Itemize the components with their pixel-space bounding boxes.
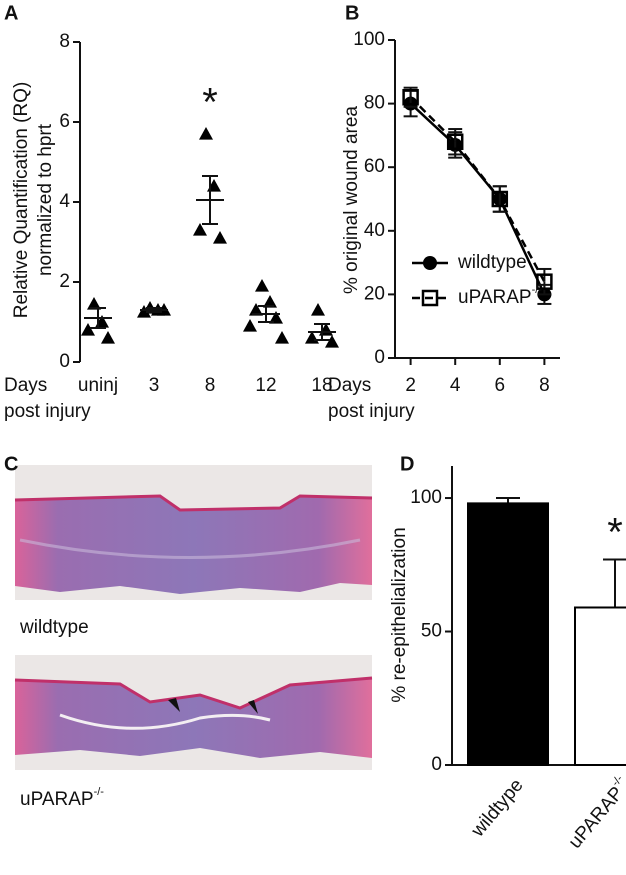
y-axis-label: % re-epithelialization bbox=[389, 527, 410, 702]
data-point bbox=[213, 231, 227, 244]
panel-label: C bbox=[4, 453, 18, 475]
data-point bbox=[269, 311, 283, 324]
x-tick-label: 18 bbox=[311, 375, 332, 396]
legend-label-main: uPARAP bbox=[458, 287, 532, 308]
image-caption-main: wildtype bbox=[19, 617, 89, 638]
x-axis-label: post injury bbox=[328, 401, 415, 422]
legend-label-main: wildtype bbox=[457, 252, 527, 273]
x-axis-label: post injury bbox=[4, 401, 91, 422]
marker bbox=[423, 256, 437, 270]
x-tick-label: uPARAP-/- bbox=[562, 773, 626, 853]
annotation: * bbox=[202, 81, 218, 125]
x-tick-label-main: wildtype bbox=[467, 775, 528, 842]
data-point bbox=[249, 303, 263, 316]
marker bbox=[421, 289, 439, 307]
x-tick-label: 12 bbox=[255, 375, 276, 396]
y-tick-label: 2 bbox=[59, 271, 70, 292]
image-caption-main: uPARAP bbox=[20, 789, 94, 810]
annotation: * bbox=[607, 511, 623, 555]
y-tick-label: 4 bbox=[59, 191, 70, 212]
x-tick-label: 3 bbox=[149, 375, 160, 396]
y-tick-label: 0 bbox=[431, 754, 442, 775]
x-tick-label: 2 bbox=[405, 375, 416, 396]
panel-label: D bbox=[400, 453, 414, 475]
x-tick-label-main: uPARAP bbox=[565, 783, 626, 853]
data-point bbox=[101, 331, 115, 344]
marker bbox=[491, 190, 509, 208]
data-point bbox=[263, 295, 277, 308]
y-tick-label: 8 bbox=[59, 31, 70, 52]
x-tick-label: wildtype bbox=[467, 775, 528, 842]
y-axis-label: normalized to hprt bbox=[35, 123, 56, 276]
data-point bbox=[81, 323, 95, 336]
legend-label-superscript: -/- bbox=[532, 284, 543, 296]
data-point bbox=[255, 279, 269, 292]
data-point bbox=[243, 319, 257, 332]
image-caption: uPARAP-/- bbox=[20, 786, 104, 810]
y-tick-label: 100 bbox=[353, 29, 385, 50]
data-point bbox=[137, 305, 151, 318]
legend-label: wildtype bbox=[457, 252, 527, 273]
x-tick-label: 6 bbox=[495, 375, 506, 396]
data-point bbox=[199, 127, 213, 140]
data-point bbox=[325, 335, 339, 348]
y-tick-label: 0 bbox=[374, 347, 385, 368]
x-axis-label: Days bbox=[4, 375, 47, 396]
y-tick-label: 100 bbox=[410, 487, 442, 508]
x-axis-label: Days bbox=[328, 375, 371, 396]
series-line bbox=[409, 96, 546, 283]
bar bbox=[467, 502, 549, 766]
data-point bbox=[87, 297, 101, 310]
y-axis-label: Relative Quantification (RQ) bbox=[11, 82, 32, 319]
image-caption: wildtype bbox=[19, 617, 89, 638]
x-tick-label: 4 bbox=[450, 375, 461, 396]
marker bbox=[446, 133, 464, 151]
data-point bbox=[193, 223, 207, 236]
y-tick-label: 0 bbox=[59, 351, 70, 372]
y-tick-label: 80 bbox=[364, 93, 385, 114]
panel-label: B bbox=[345, 2, 359, 24]
marker bbox=[536, 273, 553, 290]
y-axis-label: % original wound area bbox=[341, 106, 362, 294]
marker bbox=[402, 88, 419, 106]
y-tick-label: 6 bbox=[59, 111, 70, 132]
micrograph-wildtype bbox=[14, 465, 373, 600]
image-caption-superscript: -/- bbox=[94, 786, 105, 798]
y-tick-label: 60 bbox=[364, 156, 385, 177]
y-tick-label: 50 bbox=[421, 621, 442, 642]
data-point bbox=[311, 303, 325, 316]
y-tick-label: 20 bbox=[364, 283, 385, 304]
x-tick-label: 8 bbox=[539, 375, 550, 396]
legend-label: uPARAP-/- bbox=[458, 284, 542, 308]
data-point bbox=[275, 331, 289, 344]
y-tick-label: 40 bbox=[364, 220, 385, 241]
x-tick-label: uninj bbox=[78, 375, 118, 396]
series-line bbox=[409, 102, 546, 295]
bar bbox=[574, 606, 626, 767]
micrograph-uparap bbox=[14, 655, 373, 770]
x-tick-label: 8 bbox=[205, 375, 216, 396]
panel-label: A bbox=[4, 2, 18, 24]
